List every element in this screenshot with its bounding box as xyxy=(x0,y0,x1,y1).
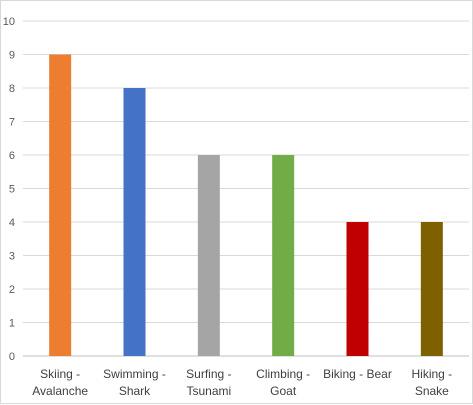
y-axis-ticks: 0 1 2 3 4 5 6 7 8 9 10 xyxy=(3,16,15,363)
y-tick-label: 2 xyxy=(9,284,15,296)
y-tick-label: 9 xyxy=(9,50,15,62)
gridlines xyxy=(23,20,469,357)
bar xyxy=(346,222,369,356)
y-tick-label: 1 xyxy=(9,318,15,330)
bars xyxy=(49,54,443,356)
x-tick-label: Climbing -Goat xyxy=(256,367,310,398)
y-tick-label: 3 xyxy=(9,251,15,263)
bar xyxy=(123,88,146,356)
x-tick-label: Swimming -Shark xyxy=(103,367,166,398)
x-tick-label: Hiking -Snake xyxy=(411,367,452,398)
y-tick-label: 0 xyxy=(9,351,15,363)
x-axis-labels: Skiing -Avalanche Swimming -Shark Surfing … xyxy=(32,367,452,398)
y-tick-label: 10 xyxy=(3,16,15,28)
x-tick-label: Biking - Bear xyxy=(323,367,392,381)
bar xyxy=(49,54,72,356)
y-tick-label: 6 xyxy=(9,150,15,162)
bar xyxy=(272,155,295,356)
x-tick-label: Skiing -Avalanche xyxy=(32,367,88,398)
y-tick-label: 8 xyxy=(9,83,15,95)
y-tick-label: 5 xyxy=(9,184,15,196)
y-tick-label: 4 xyxy=(9,217,15,229)
x-tick-label: Surfing -Tsunami xyxy=(186,367,231,398)
y-tick-label: 7 xyxy=(9,117,15,129)
bar xyxy=(197,155,220,356)
bar xyxy=(420,222,443,356)
